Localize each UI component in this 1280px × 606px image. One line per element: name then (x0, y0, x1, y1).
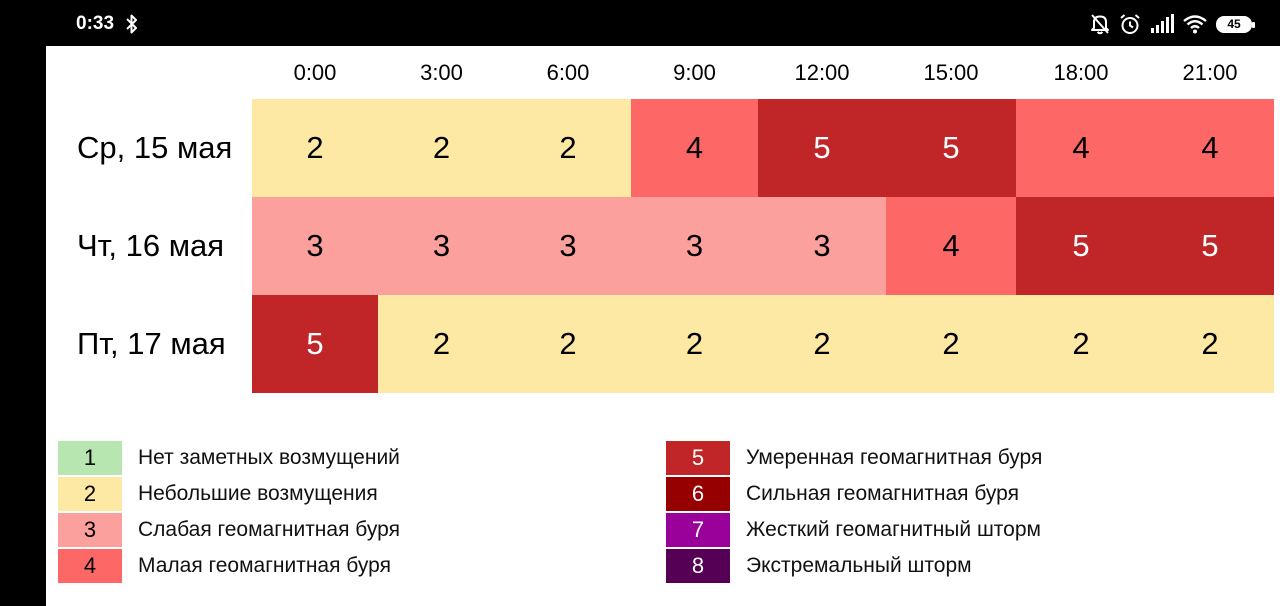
bluetooth-icon (126, 14, 137, 34)
legend-item: 3 Слабая геомагнитная буря (58, 513, 400, 547)
legend-swatch: 1 (58, 441, 122, 475)
legend-swatch: 6 (666, 477, 730, 511)
time-header: 12:00 (794, 60, 850, 85)
day-label: Пт, 17 мая (77, 326, 226, 361)
kp-cell: 3 (505, 197, 631, 295)
day-label: Чт, 16 мая (77, 228, 225, 263)
legend-swatch: 7 (666, 513, 730, 547)
kp-cell: 4 (631, 99, 758, 197)
legend-item: 8 Экстремальный шторм (666, 549, 972, 583)
kp-cell: 3 (252, 197, 378, 295)
kp-cell: 5 (886, 99, 1016, 197)
kp-cell: 2 (505, 99, 631, 197)
legend-swatch: 8 (666, 549, 730, 583)
kp-cell: 2 (378, 99, 505, 197)
time-header: 15:00 (923, 60, 979, 85)
legend-label: Жесткий геомагнитный шторм (746, 518, 1041, 541)
legend-label: Небольшие возмущения (138, 482, 378, 505)
battery-level: 45 (1227, 17, 1241, 31)
legend-label: Малая геомагнитная буря (138, 554, 391, 577)
kp-cell: 5 (252, 295, 378, 393)
kp-cell: 2 (758, 295, 886, 393)
legend-item: 5 Умеренная геомагнитная буря (666, 441, 1042, 475)
legend-swatch: 5 (666, 441, 730, 475)
legend-item: 2 Небольшие возмущения (58, 477, 378, 511)
kp-cell: 2 (886, 295, 1016, 393)
time-header: 21:00 (1182, 60, 1238, 85)
signal-icon (1151, 14, 1174, 33)
kp-cell: 2 (1146, 295, 1274, 393)
legend-label: Экстремальный шторм (746, 554, 972, 577)
kp-cell: 2 (378, 295, 505, 393)
legend-item: 4 Малая геомагнитная буря (58, 549, 391, 583)
legend-label: Слабая геомагнитная буря (138, 518, 400, 541)
kp-cell: 2 (1016, 295, 1146, 393)
legend-label: Нет заметных возмущений (138, 446, 400, 469)
kp-cell: 3 (631, 197, 758, 295)
time-header: 6:00 (546, 60, 590, 85)
battery-icon: 45 (1216, 15, 1255, 33)
kp-cell: 5 (1016, 197, 1146, 295)
day-label: Ср, 15 мая (77, 130, 233, 165)
alarm-icon (1120, 14, 1140, 34)
kp-cell: 4 (1016, 99, 1146, 197)
kp-cell: 2 (505, 295, 631, 393)
bell-off-icon (1091, 14, 1109, 35)
kp-cell: 5 (758, 99, 886, 197)
kp-cell: 4 (886, 197, 1016, 295)
kp-cell: 2 (631, 295, 758, 393)
kp-cell: 5 (1146, 197, 1274, 295)
time-header: 0:00 (293, 60, 337, 85)
legend-swatch: 3 (58, 513, 122, 547)
legend-item: 6 Сильная геомагнитная буря (666, 477, 1019, 511)
kp-cell: 4 (1146, 99, 1274, 197)
kp-cell: 3 (758, 197, 886, 295)
legend-item: 1 Нет заметных возмущений (58, 441, 400, 475)
kp-cell: 2 (252, 99, 378, 197)
status-icons: 45 (1090, 12, 1255, 36)
forecast-screen: 0:00 3:00 6:00 9:00 12:00 15:00 18:00 21:00 Ср,… (46, 46, 1280, 606)
kp-cell: 3 (378, 197, 505, 295)
wifi-icon (1183, 15, 1207, 34)
legend-label: Умеренная геомагнитная буря (746, 446, 1043, 469)
legend-item: 7 Жесткий геомагнитный шторм (666, 513, 1041, 547)
legend-label: Сильная геомагнитная буря (746, 482, 1019, 505)
status-bar: 0:33 45 (0, 0, 1280, 46)
legend-swatch: 2 (58, 477, 122, 511)
legend-swatch: 4 (58, 549, 122, 583)
status-time: 0:33 (76, 13, 115, 34)
time-header: 18:00 (1053, 60, 1109, 85)
time-header: 9:00 (673, 60, 716, 85)
time-header: 3:00 (420, 60, 463, 85)
